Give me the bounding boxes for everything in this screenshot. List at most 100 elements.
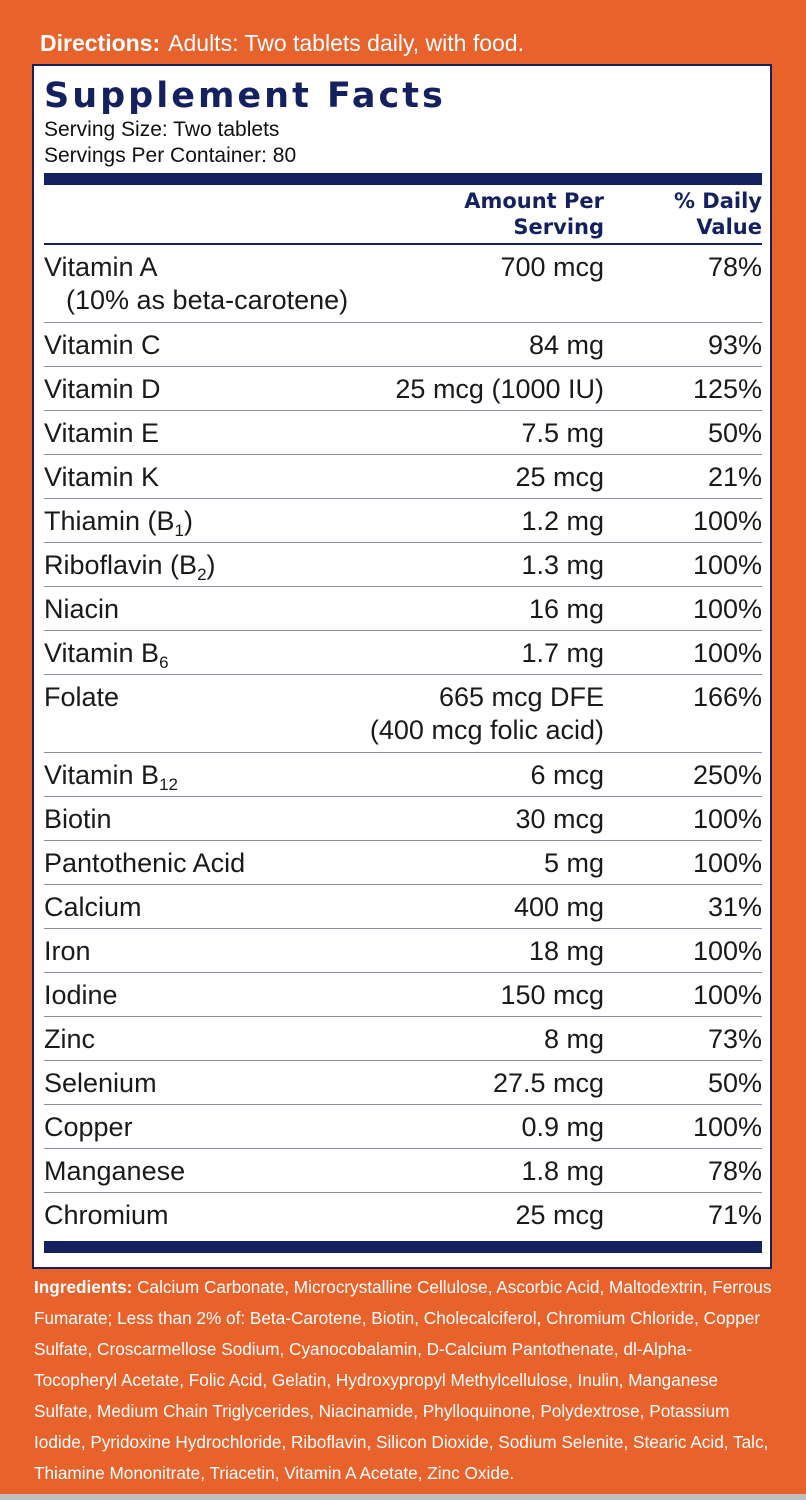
table-row: Vitamin B12 6 mcg 250%	[44, 753, 762, 797]
directions-text: Adults: Two tablets daily, with food.	[168, 30, 524, 56]
nutrient-amount: 27.5 mcg	[493, 1067, 604, 1100]
nutrient-name-text: Vitamin C	[44, 330, 161, 360]
table-row: Iodine 150 mcg 100%	[44, 973, 762, 1017]
nutrient-name-suffix: )	[184, 506, 193, 536]
nutrient-daily-value: 100%	[692, 506, 762, 536]
table-row: Folate 665 mcg DFE (400 mcg folic acid) 166…	[44, 675, 762, 753]
nutrient-name-text: Vitamin D	[44, 374, 161, 404]
table-row: Pantothenic Acid 5 mg 100%	[44, 841, 762, 885]
nutrient-name-text: Chromium	[44, 1200, 169, 1230]
nutrient-daily-value: 100%	[692, 804, 762, 834]
table-row: Vitamin K 25 mcg 21%	[44, 455, 762, 499]
nutrient-name-text: Vitamin E	[44, 418, 160, 448]
nutrient-name: Vitamin A (10% as beta-carotene)	[44, 251, 348, 317]
column-header-dv-line1: % Daily	[673, 189, 762, 213]
nutrient-amount-text: 25 mcg	[515, 1200, 604, 1230]
table-row: Iron 18 mg 100%	[44, 929, 762, 973]
table-row: Manganese 1.8 mg 78%	[44, 1149, 762, 1193]
table-row: Riboflavin (B2) 1.3 mg 100%	[44, 543, 762, 587]
nutrient-name-note: (10% as beta-carotene)	[66, 285, 349, 315]
nutrient-amount: 150 mcg	[500, 979, 604, 1012]
nutrient-name: Iodine	[44, 979, 118, 1012]
nutrient-amount-note: (400 mcg folic acid)	[369, 715, 604, 745]
nutrient-amount-text: 18 mg	[528, 936, 604, 966]
column-header-dv-line2: Value	[696, 215, 762, 239]
nutrient-name-text: Zinc	[44, 1024, 96, 1054]
nutrient-name: Iron	[44, 935, 91, 968]
nutrient-daily-value: 100%	[692, 848, 762, 878]
header-divider	[44, 243, 762, 245]
nutrient-name-text: Calcium	[44, 892, 142, 922]
nutrient-amount: 7.5 mg	[521, 417, 604, 450]
nutrient-amount-text: 1.2 mg	[521, 506, 604, 536]
nutrient-name: Vitamin C	[44, 329, 161, 362]
nutrient-name: Thiamin (B1)	[44, 505, 193, 541]
nutrient-name-text: Vitamin B	[44, 638, 160, 668]
nutrient-name: Vitamin E	[44, 417, 159, 450]
nutrient-amount: 700 mcg	[500, 251, 604, 284]
nutrient-daily-value: 78%	[707, 252, 762, 282]
table-row: Vitamin D 25 mcg (1000 IU) 125%	[44, 367, 762, 411]
nutrient-amount: 8 mg	[544, 1023, 604, 1056]
nutrient-amount: 84 mg	[529, 329, 604, 362]
ingredients-label: Ingredients:	[34, 1277, 133, 1297]
nutrient-daily-value: 100%	[692, 594, 762, 624]
nutrient-amount: 16 mg	[529, 593, 604, 626]
nutrient-amount-text: 1.7 mg	[521, 638, 604, 668]
nutrient-name-text: Thiamin (B	[44, 506, 175, 536]
nutrient-name-text: Vitamin K	[44, 462, 160, 492]
nutrient-amount-text: 25 mcg	[515, 462, 604, 492]
ingredients-text: Calcium Carbonate, Microcrystalline Cell…	[34, 1277, 772, 1483]
nutrient-amount-text: 7.5 mg	[521, 418, 604, 448]
nutrient-daily-value: 31%	[707, 892, 762, 922]
nutrient-amount: 1.2 mg	[521, 505, 604, 538]
nutrient-name-text: Vitamin A	[44, 252, 158, 282]
nutrient-daily-value: 73%	[707, 1024, 762, 1054]
table-row: Vitamin C 84 mg 93%	[44, 323, 762, 367]
top-divider-bar	[44, 173, 762, 185]
nutrient-amount: 5 mg	[544, 847, 604, 880]
nutrient-subscript: 2	[197, 565, 207, 584]
nutrient-daily-value: 100%	[692, 638, 762, 668]
nutrient-daily-value: 71%	[707, 1200, 762, 1230]
nutrient-amount-text: 0.9 mg	[521, 1112, 604, 1142]
table-row: Chromium 25 mcg 71%	[44, 1193, 762, 1237]
table-row: Selenium 27.5 mcg 50%	[44, 1061, 762, 1105]
nutrient-amount: 400 mg	[514, 891, 604, 924]
bottom-edge-strip	[0, 1494, 806, 1500]
column-header-amount-line1: Amount Per	[464, 189, 604, 213]
nutrient-amount-text: 1.3 mg	[521, 550, 604, 580]
nutrient-daily-value: 50%	[707, 1068, 762, 1098]
nutrient-name-suffix: )	[206, 550, 216, 580]
nutrient-name: Vitamin K	[44, 461, 159, 494]
nutrient-daily-value: 125%	[692, 374, 762, 404]
column-header-daily-value: % Daily Value	[674, 188, 762, 240]
nutrient-name: Calcium	[44, 891, 142, 924]
nutrient-rows: Vitamin A (10% as beta-carotene) 700 mcg 78…	[44, 245, 762, 1237]
nutrient-subscript: 6	[159, 653, 169, 672]
table-row: Thiamin (B1) 1.2 mg 100%	[44, 499, 762, 543]
nutrient-name-text: Copper	[44, 1112, 133, 1142]
nutrient-amount: 25 mcg	[515, 461, 604, 494]
nutrient-amount-text: 6 mcg	[530, 760, 604, 790]
nutrient-daily-value: 78%	[707, 1156, 762, 1186]
facts-title: Supplement Facts	[44, 76, 446, 116]
nutrient-amount: 6 mcg	[530, 759, 604, 792]
nutrient-name-text: Iodine	[44, 980, 118, 1010]
supplement-facts-panel: Supplement Facts Serving Size: Two table…	[32, 64, 772, 1269]
nutrient-daily-value: 100%	[692, 550, 762, 580]
table-row: Copper 0.9 mg 100%	[44, 1105, 762, 1149]
table-row: Biotin 30 mcg 100%	[44, 797, 762, 841]
nutrient-subscript: 12	[159, 775, 178, 794]
nutrient-amount-text: 700 mcg	[500, 252, 604, 282]
nutrient-daily-value: 250%	[692, 760, 762, 790]
nutrient-name-text: Pantothenic Acid	[44, 848, 246, 878]
nutrient-name-text: Folate	[44, 682, 120, 712]
nutrient-name: Manganese	[44, 1155, 185, 1188]
nutrient-amount-text: 8 mg	[543, 1024, 604, 1054]
nutrient-amount-text: 16 mg	[528, 594, 604, 624]
table-row: Niacin 16 mg 100%	[44, 587, 762, 631]
nutrient-amount: 1.7 mg	[521, 637, 604, 670]
nutrient-daily-value: 100%	[692, 980, 762, 1010]
nutrient-daily-value: 21%	[707, 462, 762, 492]
